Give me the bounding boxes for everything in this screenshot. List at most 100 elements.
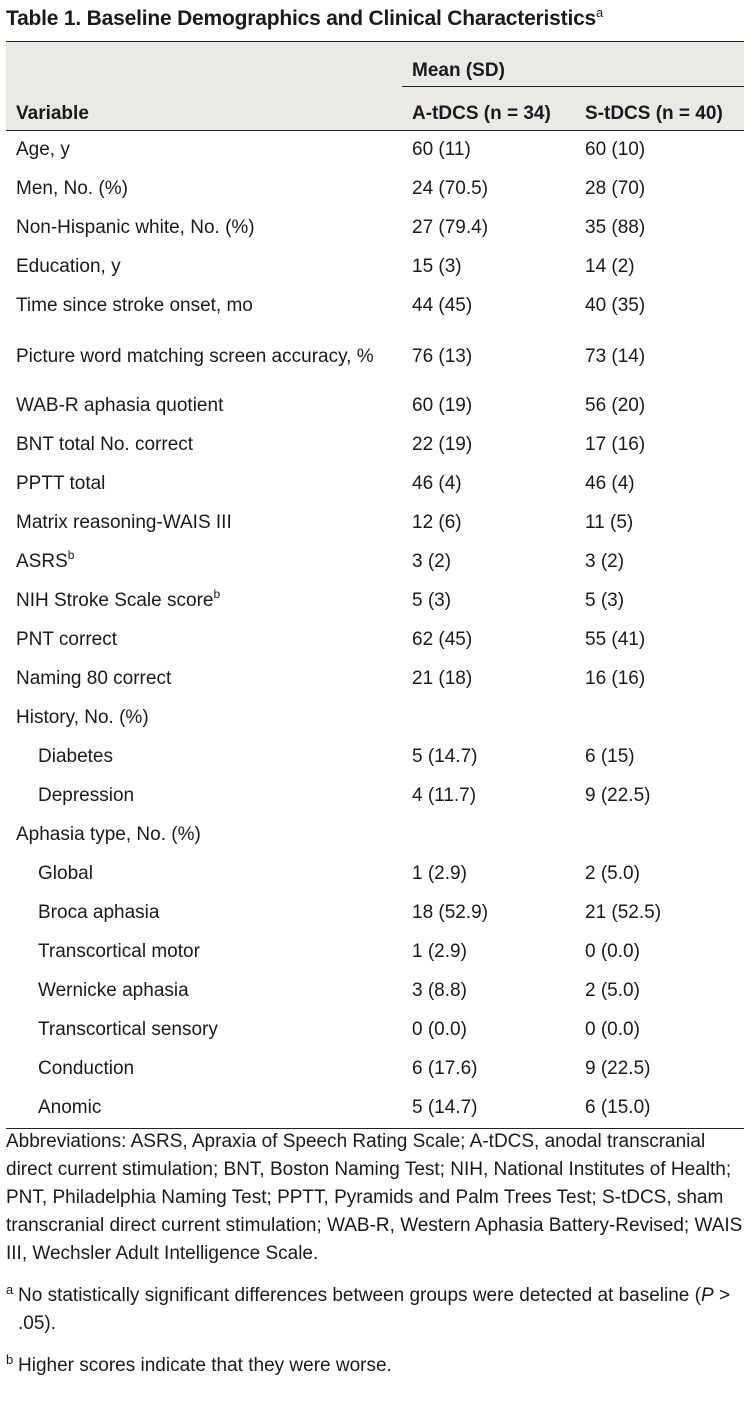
table-notes: Abbreviations: ASRS, Apraxia of Speech R… — [6, 1128, 744, 1380]
table-title: Table 1. Baseline Demographics and Clini… — [6, 5, 604, 30]
s-tdcs-value: 56 (20) — [575, 386, 744, 426]
a-tdcs-value: 76 (13) — [402, 325, 575, 387]
s-tdcs-value: 9 (22.5) — [575, 1049, 744, 1089]
s-tdcs-value: 3 (2) — [575, 542, 744, 582]
s-tdcs-value — [575, 815, 744, 855]
row-label: ASRSb — [6, 542, 402, 582]
table-body: Age, y 60 (11) 60 (10) Men, No. (%) 24 (70.5… — [6, 130, 744, 1128]
s-tdcs-value: 0 (0.0) — [575, 1010, 744, 1050]
table-row: WAB-R aphasia quotient 60 (19) 56 (20) — [6, 386, 744, 426]
a-tdcs-value: 3 (8.8) — [402, 971, 575, 1011]
row-label: Diabetes — [6, 737, 402, 777]
s-tdcs-value: 21 (52.5) — [575, 893, 744, 933]
table-row: Wernicke aphasia 3 (8.8) 2 (5.0) — [6, 971, 744, 1011]
footnote-a-mark: a — [6, 1282, 14, 1297]
row-label: Wernicke aphasia — [6, 971, 402, 1011]
row-label: Depression — [6, 776, 402, 816]
table-row: Conduction 6 (17.6) 9 (22.5) — [6, 1049, 744, 1089]
row-label: Matrix reasoning-WAIS III — [6, 503, 402, 543]
row-label: NIH Stroke Scale scoreb — [6, 581, 402, 621]
s-tdcs-value: 2 (5.0) — [575, 854, 744, 894]
table-row: Global 1 (2.9) 2 (5.0) — [6, 854, 744, 894]
row-label: Global — [6, 854, 402, 894]
table-row: BNT total No. correct 22 (19) 17 (16) — [6, 425, 744, 465]
a-tdcs-value: 3 (2) — [402, 542, 575, 582]
s-tdcs-value: 60 (10) — [575, 130, 744, 170]
s-tdcs-header: S-tDCS (n = 40) — [575, 86, 744, 131]
demographics-table: Mean (SD) Variable A-tDCS (n = 34) S-tDC… — [6, 41, 744, 1129]
s-tdcs-value: 40 (35) — [575, 286, 744, 326]
table-row: NIH Stroke Scale scoreb 5 (3) 5 (3) — [6, 581, 744, 621]
a-tdcs-value: 18 (52.9) — [402, 893, 575, 933]
table-row: Naming 80 correct 21 (18) 16 (16) — [6, 659, 744, 699]
row-label: Aphasia type, No. (%) — [6, 815, 402, 855]
row-label: BNT total No. correct — [6, 425, 402, 465]
s-tdcs-value: 35 (88) — [575, 208, 744, 248]
table-row: Time since stroke onset, mo 44 (45) 40 (35… — [6, 286, 744, 326]
table-row: Age, y 60 (11) 60 (10) — [6, 130, 744, 170]
s-tdcs-value: 28 (70) — [575, 169, 744, 209]
s-tdcs-value — [575, 698, 744, 738]
group-header: Mean (SD) — [402, 42, 744, 87]
a-tdcs-value: 22 (19) — [402, 425, 575, 465]
footnote-b: b Higher scores indicate that they were w… — [6, 1352, 744, 1380]
s-tdcs-value: 11 (5) — [575, 503, 744, 543]
footnote-b-mark: b — [6, 1352, 14, 1367]
s-tdcs-value: 46 (4) — [575, 464, 744, 504]
row-label: Transcortical motor — [6, 932, 402, 972]
row-label: Transcortical sensory — [6, 1010, 402, 1050]
a-tdcs-value: 12 (6) — [402, 503, 575, 543]
a-tdcs-value: 15 (3) — [402, 247, 575, 287]
row-footnote-mark: b — [213, 587, 221, 601]
row-label: History, No. (%) — [6, 698, 402, 738]
row-label: Broca aphasia — [6, 893, 402, 933]
row-label: Non-Hispanic white, No. (%) — [6, 208, 402, 248]
a-tdcs-value — [402, 698, 575, 738]
row-label: Anomic — [6, 1088, 402, 1128]
a-tdcs-value: 27 (79.4) — [402, 208, 575, 248]
s-tdcs-value: 55 (41) — [575, 620, 744, 660]
row-label: Conduction — [6, 1049, 402, 1089]
table-row: Aphasia type, No. (%) — [6, 815, 744, 855]
a-tdcs-value — [402, 815, 575, 855]
title-footnote-mark: a — [596, 5, 604, 20]
table-row: Education, y 15 (3) 14 (2) — [6, 247, 744, 287]
a-tdcs-value: 6 (17.6) — [402, 1049, 575, 1089]
table-row: Men, No. (%) 24 (70.5) 28 (70) — [6, 169, 744, 209]
a-tdcs-value: 24 (70.5) — [402, 169, 575, 209]
table-header: Mean (SD) Variable A-tDCS (n = 34) S-tDC… — [6, 42, 744, 131]
s-tdcs-value: 2 (5.0) — [575, 971, 744, 1011]
footnote-a: a No statistically significant difference… — [6, 1282, 744, 1338]
table-row: Non-Hispanic white, No. (%) 27 (79.4) 35 (… — [6, 208, 744, 248]
s-tdcs-value: 17 (16) — [575, 425, 744, 465]
a-tdcs-value: 0 (0.0) — [402, 1010, 575, 1050]
a-tdcs-value: 5 (3) — [402, 581, 575, 621]
a-tdcs-value: 62 (45) — [402, 620, 575, 660]
table-row: Picture word matching screen accuracy, %… — [6, 325, 744, 387]
row-label: Time since stroke onset, mo — [6, 286, 402, 326]
variable-header: Variable — [6, 86, 402, 131]
table-row: Transcortical motor 1 (2.9) 0 (0.0) — [6, 932, 744, 972]
abbreviations-note: Abbreviations: ASRS, Apraxia of Speech R… — [6, 1131, 743, 1264]
s-tdcs-value: 9 (22.5) — [575, 776, 744, 816]
row-label: WAB-R aphasia quotient — [6, 386, 402, 426]
a-tdcs-value: 4 (11.7) — [402, 776, 575, 816]
table-row: Anomic 5 (14.7) 6 (15.0) — [6, 1088, 744, 1128]
a-tdcs-value: 1 (2.9) — [402, 932, 575, 972]
row-label: Men, No. (%) — [6, 169, 402, 209]
s-tdcs-value: 5 (3) — [575, 581, 744, 621]
row-label: Education, y — [6, 247, 402, 287]
table-row: ASRSb 3 (2) 3 (2) — [6, 542, 744, 582]
row-label: Picture word matching screen accuracy, % — [6, 325, 402, 387]
table-row: History, No. (%) — [6, 698, 744, 738]
table-row: Matrix reasoning-WAIS III 12 (6) 11 (5) — [6, 503, 744, 543]
s-tdcs-value: 0 (0.0) — [575, 932, 744, 972]
a-tdcs-header: A-tDCS (n = 34) — [402, 86, 575, 131]
table-row: Diabetes 5 (14.7) 6 (15) — [6, 737, 744, 777]
s-tdcs-value: 6 (15) — [575, 737, 744, 777]
table-row: Depression 4 (11.7) 9 (22.5) — [6, 776, 744, 816]
a-tdcs-value: 21 (18) — [402, 659, 575, 699]
a-tdcs-value: 60 (19) — [402, 386, 575, 426]
row-footnote-mark: b — [67, 548, 75, 562]
